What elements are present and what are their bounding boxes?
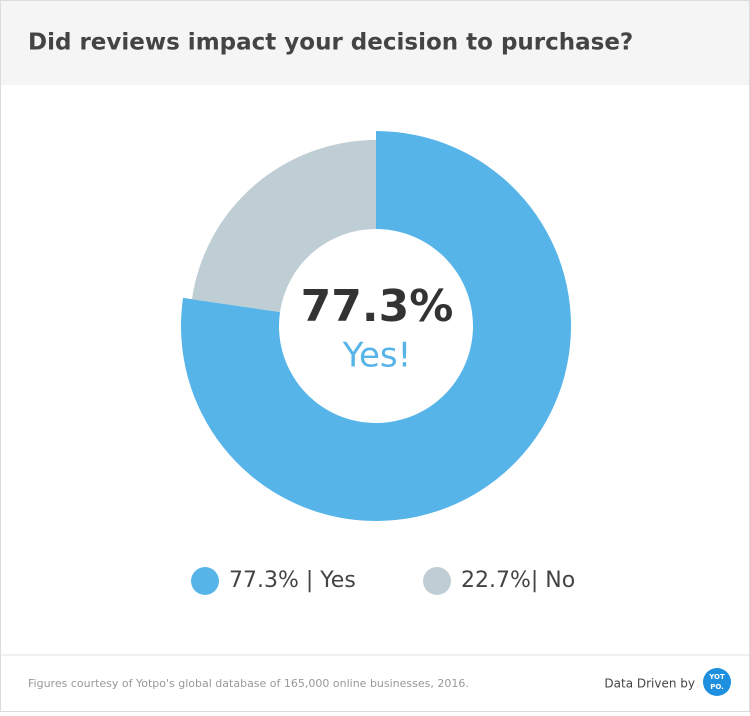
footer-source: Figures courtesy of Yotpo's global datab…	[28, 677, 469, 690]
chart-title: Did reviews impact your decision to purc…	[28, 30, 633, 56]
center-value: 77.3%	[301, 281, 454, 332]
header-bar	[1, 1, 749, 85]
slice	[181, 131, 572, 522]
logo-text: PO.	[710, 683, 724, 691]
legend-label: 77.3% | Yes	[229, 568, 356, 593]
legend-marker	[191, 567, 219, 595]
logo-text: YOT	[708, 673, 725, 681]
footer-credit: Data Driven by	[604, 677, 695, 691]
legend-label: 22.7%| No	[461, 568, 575, 593]
slice	[191, 140, 376, 313]
center-label: Yes!	[342, 336, 412, 376]
logo	[703, 668, 731, 696]
legend-marker	[423, 567, 451, 595]
